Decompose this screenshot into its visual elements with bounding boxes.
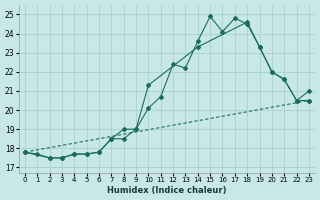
X-axis label: Humidex (Indice chaleur): Humidex (Indice chaleur) xyxy=(107,186,227,195)
